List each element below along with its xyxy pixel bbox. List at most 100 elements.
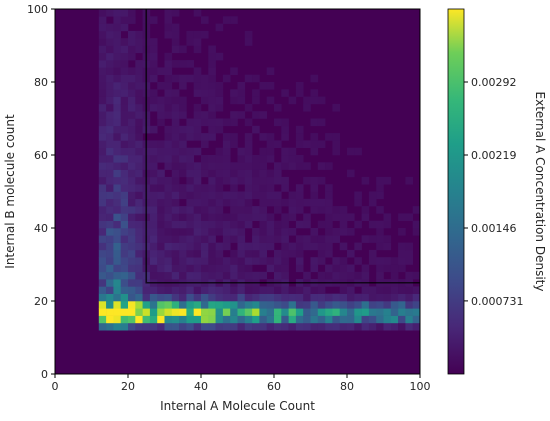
heatmap-cell xyxy=(222,213,231,221)
heatmap-cell xyxy=(120,176,129,185)
heatmap-cell xyxy=(237,271,246,280)
heatmap-cell xyxy=(288,96,297,105)
heatmap-cell xyxy=(106,103,114,112)
heatmap-cell xyxy=(135,301,143,309)
heatmap-cell xyxy=(193,213,202,221)
heatmap-cell xyxy=(259,286,267,294)
heatmap-cell xyxy=(208,184,216,192)
heatmap-cell xyxy=(157,271,165,280)
heatmap-cell xyxy=(149,16,158,24)
heatmap-cell xyxy=(361,206,370,214)
heatmap-cell xyxy=(303,213,311,221)
heatmap-cell xyxy=(252,89,260,97)
heatmap-cell xyxy=(266,286,275,294)
x-axis: 0 20 40 60 80 100 xyxy=(52,374,431,393)
heatmap-cell xyxy=(361,235,370,243)
heatmap-cell xyxy=(244,293,253,302)
heatmap-cell xyxy=(157,118,165,127)
heatmap-cell xyxy=(149,242,158,251)
x-tick-label: 100 xyxy=(410,380,431,393)
heatmap-cell xyxy=(135,147,143,156)
heatmap-cell xyxy=(120,301,129,309)
heatmap-cell xyxy=(186,147,194,156)
heatmap-cell xyxy=(120,271,129,280)
heatmap-cell xyxy=(149,293,158,302)
heatmap-cell xyxy=(149,38,158,46)
heatmap-cell xyxy=(230,162,238,170)
heatmap-cell xyxy=(106,155,114,163)
heatmap-cell xyxy=(186,271,194,280)
heatmap-cell xyxy=(361,301,370,309)
heatmap-cell xyxy=(237,155,246,163)
heatmap-cell xyxy=(135,315,143,324)
heatmap-cell xyxy=(186,286,194,294)
heatmap-cell xyxy=(120,235,129,243)
heatmap-cell xyxy=(186,213,194,221)
heatmap-cell xyxy=(193,264,202,273)
heatmap-cell xyxy=(113,125,121,134)
heatmap-cell xyxy=(376,264,384,273)
heatmap-cell xyxy=(179,308,187,316)
heatmap-cell xyxy=(157,67,165,75)
heatmap-cell xyxy=(208,82,216,90)
heatmap-cell xyxy=(149,176,158,185)
heatmap-cell xyxy=(120,147,129,156)
heatmap-cell xyxy=(230,271,238,280)
heatmap-cell xyxy=(244,286,253,294)
heatmap-cell xyxy=(244,140,253,148)
heatmap-cell xyxy=(193,30,202,39)
heatmap-cell xyxy=(193,45,202,54)
heatmap-cell xyxy=(120,206,129,214)
heatmap-cell xyxy=(208,133,216,141)
heatmap-cell xyxy=(120,315,129,324)
heatmap-cell xyxy=(339,301,348,309)
heatmap-cell xyxy=(325,315,333,324)
heatmap-cell xyxy=(230,133,238,141)
heatmap-cell xyxy=(193,235,202,243)
heatmap-cell xyxy=(193,286,202,294)
heatmap-cell xyxy=(164,293,173,302)
heatmap-cell xyxy=(266,293,275,302)
heatmap-cell xyxy=(171,162,180,170)
heatmap-cell xyxy=(398,264,406,273)
heatmap-cell xyxy=(208,315,216,324)
heatmap-cell xyxy=(120,162,129,170)
heatmap-cell xyxy=(157,315,165,324)
heatmap-cell xyxy=(361,308,370,316)
heatmap-cell xyxy=(149,67,158,75)
heatmap-cell xyxy=(179,257,187,265)
heatmap-cell xyxy=(164,264,173,273)
heatmap-cell xyxy=(281,242,289,251)
heatmap-cell xyxy=(120,23,129,32)
heatmap-cell xyxy=(252,191,260,200)
heatmap-cell xyxy=(120,279,129,287)
heatmap-cell xyxy=(208,242,216,251)
heatmap-cell xyxy=(288,213,297,221)
heatmap-cell xyxy=(135,264,143,273)
heatmap-cell xyxy=(215,23,224,32)
heatmap-cell xyxy=(332,103,340,112)
heatmap-cell xyxy=(310,264,319,273)
heatmap-cell xyxy=(171,257,180,265)
heatmap-cell xyxy=(259,242,267,251)
heatmap-cell xyxy=(208,169,216,178)
heatmap-cell xyxy=(120,103,129,112)
heatmap-cell xyxy=(288,191,297,200)
heatmap-cell xyxy=(281,257,289,265)
heatmap-cell xyxy=(120,220,129,229)
heatmap-cell xyxy=(98,206,107,214)
heatmap-cell xyxy=(266,155,275,163)
heatmap-cell xyxy=(164,74,173,83)
heatmap-cell xyxy=(266,184,275,192)
heatmap-cell xyxy=(230,184,238,192)
heatmap-cell xyxy=(201,322,209,331)
heatmap-cell xyxy=(325,242,333,251)
heatmap-cell xyxy=(208,271,216,280)
heatmap-cell xyxy=(295,242,304,251)
heatmap-cell xyxy=(383,286,392,294)
heatmap-cell xyxy=(259,308,267,316)
heatmap-cell xyxy=(120,52,129,61)
heatmap-cell xyxy=(222,293,231,302)
heatmap-cell xyxy=(339,286,348,294)
heatmap-cell xyxy=(310,184,319,192)
